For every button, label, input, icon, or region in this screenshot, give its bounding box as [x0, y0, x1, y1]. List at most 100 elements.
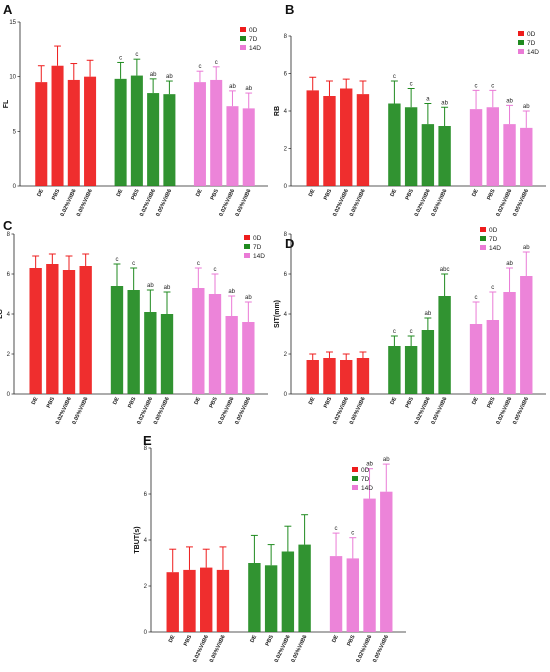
x-tick-label: 0.05%VitB6	[349, 396, 367, 425]
bar-14d-002vitb6	[503, 124, 516, 186]
bar-7d-002vitb6	[421, 330, 435, 394]
legend-label: 14D	[489, 245, 501, 252]
y-tick-label: 0	[7, 392, 11, 398]
bar-14d-002vitb6	[225, 316, 238, 394]
x-tick-label: 0.05%VitB6	[430, 396, 448, 425]
legend-swatch-7d	[480, 236, 486, 241]
x-tick-label: 0.02%VitB6	[218, 188, 236, 217]
legend-label: 0D	[489, 227, 498, 234]
y-axis-label: TBUT(s)	[134, 526, 141, 553]
bar-0d-005vitb6	[216, 569, 230, 632]
bar-0d-de	[306, 90, 319, 186]
significance-label: c	[393, 74, 396, 80]
significance-label: c	[475, 295, 478, 301]
bar-7d-005vitb6	[163, 94, 176, 186]
bar-7d-005vitb6	[438, 126, 451, 186]
significance-label: c	[135, 52, 138, 58]
bar-7d-005vitb6	[298, 544, 311, 632]
significance-label: c	[198, 64, 201, 70]
legend-swatch-14d	[480, 245, 486, 250]
significance-label: ab	[425, 311, 432, 317]
y-tick-label: 8	[7, 232, 11, 238]
bar-0d-002vitb6	[200, 567, 213, 632]
y-tick-label: 8	[284, 232, 288, 238]
y-tick-label: 0	[144, 630, 148, 636]
bar-7d-005vitb6	[160, 314, 174, 394]
y-tick-label: 4	[144, 538, 148, 544]
legend-swatch-7d	[352, 476, 358, 481]
legend-label: 14D	[527, 49, 539, 56]
bar-7d-pbs	[404, 346, 418, 394]
legend-swatch-7d	[244, 244, 250, 249]
bar-0d-de	[35, 82, 48, 186]
bar-7d-002vitb6	[421, 124, 435, 186]
bar-14d-de	[193, 82, 206, 186]
y-tick-label: 2	[144, 584, 148, 590]
significance-label: c	[393, 329, 396, 335]
x-tick-label: PBS	[51, 188, 61, 201]
significance-label: ab	[523, 245, 530, 251]
x-tick-label: 0.05%VitB6	[430, 188, 448, 217]
significance-label: c	[213, 267, 216, 273]
x-tick-label: DE	[168, 634, 177, 644]
significance-label: ab	[441, 100, 448, 106]
x-tick-label: 0.05%VitB6	[512, 396, 530, 425]
significance-label: c	[410, 82, 413, 88]
bar-7d-pbs	[264, 565, 278, 632]
x-tick-label: 0.02%VitB6	[332, 396, 350, 425]
bar-7d-de	[248, 563, 261, 632]
x-tick-label: PBS	[209, 396, 219, 409]
legend-label: 7D	[489, 236, 498, 243]
y-tick-label: 0	[13, 184, 17, 190]
y-tick-label: 4	[7, 312, 11, 318]
significance-label: c	[335, 526, 338, 532]
x-tick-label: 0.02%VitB6	[55, 396, 73, 425]
legend-swatch-14d	[518, 49, 524, 54]
x-tick-label: PBS	[210, 188, 220, 201]
bar-0d-002vitb6	[62, 270, 76, 394]
x-tick-label: DE	[390, 188, 399, 198]
significance-label: ab	[383, 457, 390, 463]
panel-letter: A	[3, 2, 13, 17]
legend-swatch-0d	[352, 467, 358, 472]
y-tick-label: 2	[284, 147, 288, 153]
bar-14d-005vitb6	[520, 276, 533, 394]
x-tick-label: 0.02%VitB6	[274, 634, 292, 663]
bar-7d-pbs	[130, 75, 143, 186]
significance-label: ab	[366, 462, 373, 468]
significance-label: ab	[228, 289, 235, 295]
x-tick-label: DE	[31, 396, 40, 406]
y-tick-label: 6	[144, 492, 148, 498]
x-tick-label: PBS	[127, 396, 137, 409]
x-tick-label: DE	[471, 396, 480, 406]
bar-7d-002vitb6	[144, 312, 157, 394]
bar-7d-de	[114, 78, 127, 186]
bar-14d-002vitb6	[363, 498, 376, 632]
y-tick-label: 2	[7, 352, 11, 358]
x-tick-label: PBS	[130, 188, 140, 201]
bar-7d-002vitb6	[147, 93, 160, 186]
x-tick-label: 0.02%VitB6	[139, 188, 157, 217]
significance-label: ab	[147, 283, 154, 289]
bar-7d-002vitb6	[281, 551, 295, 632]
y-tick-label: 15	[9, 20, 16, 26]
y-tick-label: 4	[284, 109, 288, 115]
y-axis-label: FL	[3, 99, 10, 108]
significance-label: c	[410, 329, 413, 335]
significance-label: c	[132, 261, 135, 267]
bar-0d-002vitb6	[340, 360, 353, 394]
significance-label: ab	[506, 98, 513, 104]
bar-14d-de	[192, 288, 205, 394]
x-tick-label: 0.02%VitB6	[495, 188, 513, 217]
x-tick-label: 0.05%VitB6	[234, 396, 252, 425]
bar-14d-005vitb6	[380, 491, 393, 632]
x-tick-label: 0.05%VitB6	[153, 396, 171, 425]
x-tick-label: 0.02%VitB6	[414, 396, 432, 425]
bar-14d-pbs	[346, 558, 359, 632]
legend-swatch-7d	[240, 36, 246, 41]
bar-0d-pbs	[183, 569, 196, 632]
y-tick-label: 0	[284, 184, 288, 190]
